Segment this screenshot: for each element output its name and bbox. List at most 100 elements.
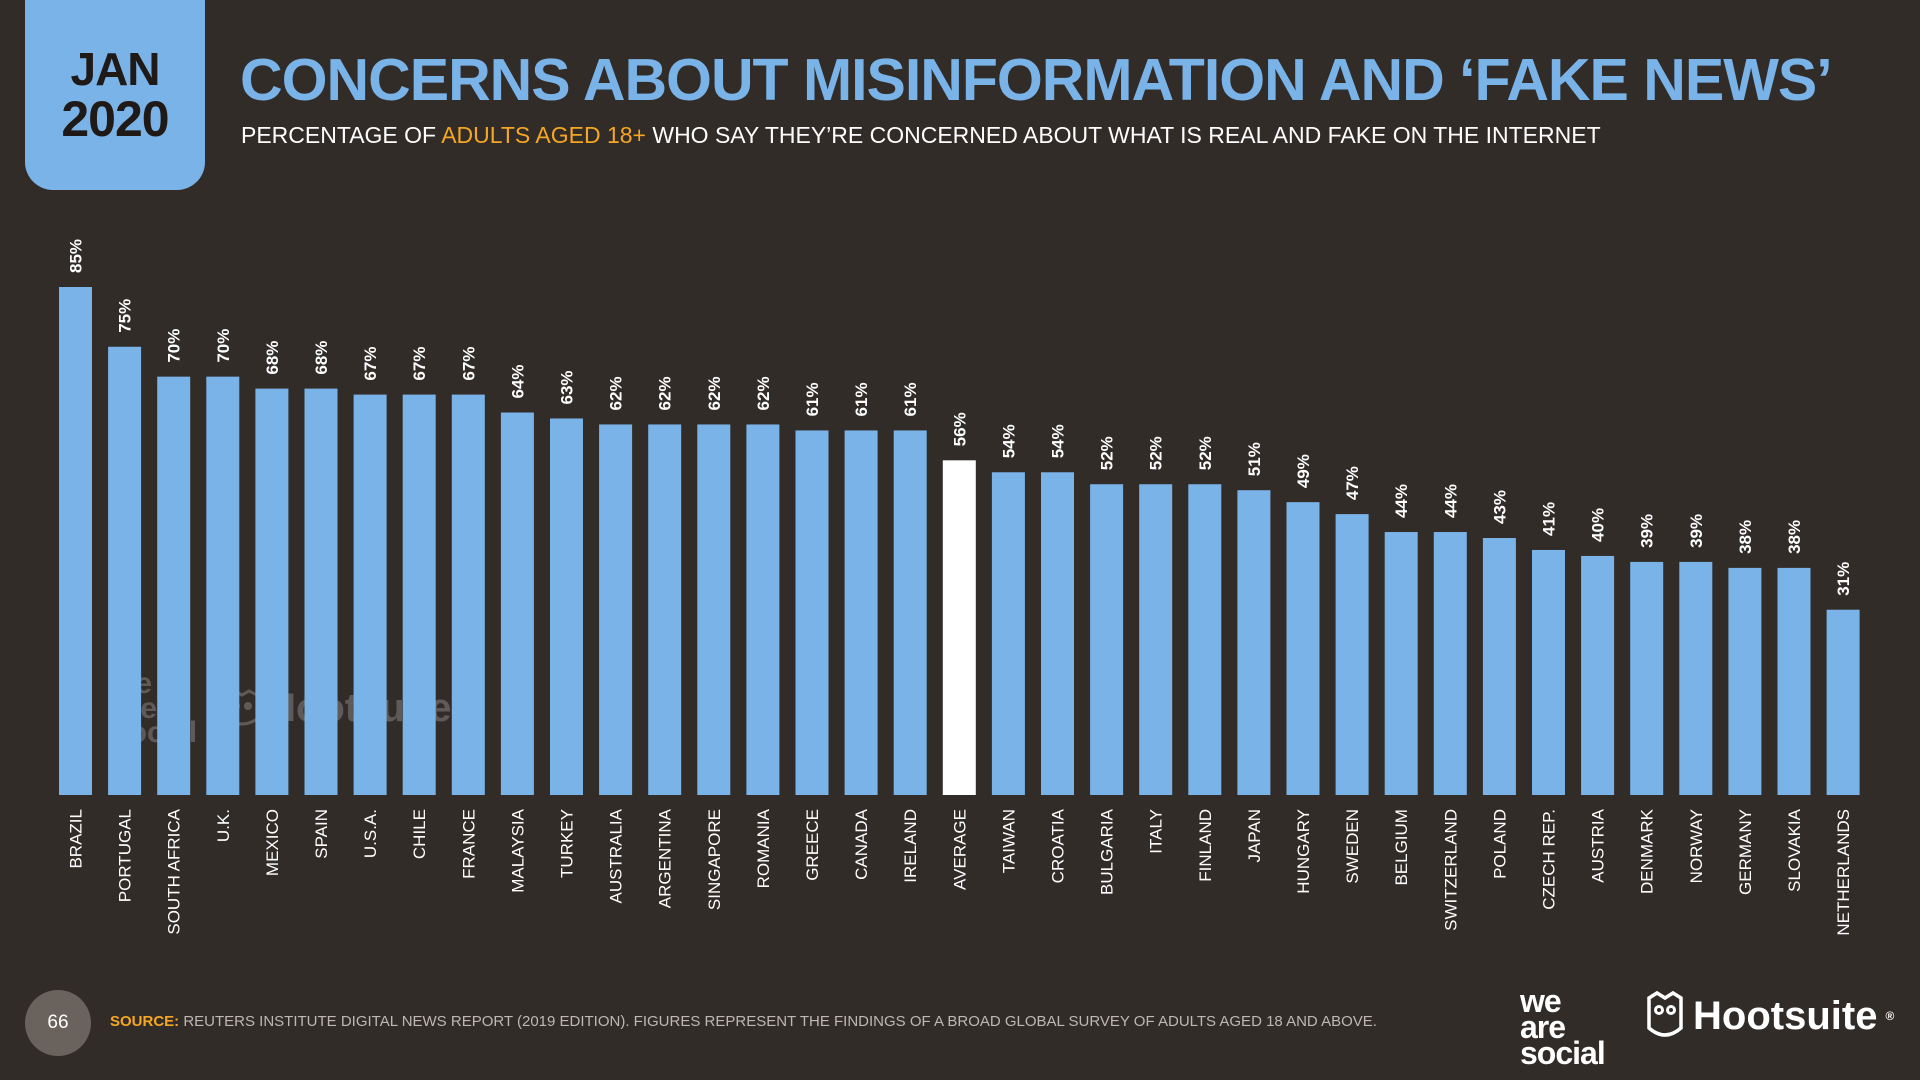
subtitle-highlight: ADULTS AGED 18+ <box>441 122 646 148</box>
category-tick-label: SLOVAKIA <box>1785 808 1804 891</box>
bar <box>893 430 927 795</box>
data-label: 52% <box>1147 436 1166 470</box>
data-label: 68% <box>263 341 282 375</box>
bar <box>1532 549 1565 795</box>
bar <box>206 376 240 795</box>
data-label: 64% <box>508 364 527 398</box>
bar <box>1630 561 1664 795</box>
data-label: 52% <box>1098 436 1117 470</box>
category-tick-label: HUNGARY <box>1294 809 1313 894</box>
bar <box>550 418 583 795</box>
bar <box>844 430 878 795</box>
bar <box>1482 538 1516 795</box>
category-tick-label: ITALY <box>1147 809 1166 854</box>
bar <box>1728 567 1762 795</box>
data-label: 39% <box>1687 514 1706 548</box>
bar <box>402 394 436 795</box>
data-label: 56% <box>950 412 969 446</box>
bar <box>599 424 633 795</box>
category-tick-label: AVERAGE <box>950 809 969 890</box>
bar <box>451 394 485 795</box>
category-tick-label: POLAND <box>1490 809 1509 879</box>
category-tick-label: TURKEY <box>558 809 577 878</box>
data-label: 62% <box>607 376 626 410</box>
data-label: 40% <box>1589 508 1608 542</box>
bar <box>1139 484 1173 795</box>
data-label: 70% <box>165 329 184 363</box>
data-label: 67% <box>410 347 429 381</box>
data-label: 75% <box>116 299 135 333</box>
bar <box>304 388 338 795</box>
category-tick-label: U.S.A. <box>361 809 380 858</box>
data-label: 62% <box>705 376 724 410</box>
logo-was-line: social <box>1520 1035 1606 1072</box>
data-label: 38% <box>1736 520 1755 554</box>
data-label: 49% <box>1294 454 1313 488</box>
category-tick-label: MEXICO <box>263 809 282 876</box>
bar <box>255 388 289 795</box>
data-label: 62% <box>754 376 773 410</box>
category-tick-label: DENMARK <box>1638 808 1657 894</box>
data-label: 44% <box>1441 484 1460 518</box>
category-tick-label: AUSTRALIA <box>607 808 626 903</box>
source-text: REUTERS INSTITUTE DIGITAL NEWS REPORT (2… <box>179 1013 1377 1030</box>
bar <box>1384 532 1418 795</box>
bar <box>108 346 142 795</box>
bar <box>648 424 682 795</box>
data-label: 61% <box>901 382 920 416</box>
category-tick-label: GREECE <box>803 809 822 881</box>
bar-chart: 85% BRAZIL 75% PORTUGAL 70% SOUTH AFRICA 70% U.… <box>59 239 1860 936</box>
source-note: SOURCE: REUTERS INSTITUTE DIGITAL NEWS R… <box>110 1013 1377 1030</box>
bar <box>1188 484 1222 795</box>
data-label: 68% <box>312 341 331 375</box>
category-tick-label: MALAYSIA <box>508 808 527 892</box>
owl-icon <box>1647 990 1683 1037</box>
bar <box>1433 532 1467 795</box>
data-label: 38% <box>1785 520 1804 554</box>
category-tick-label: NORWAY <box>1687 809 1706 883</box>
data-label: 63% <box>558 370 577 404</box>
data-label: 61% <box>803 382 822 416</box>
category-tick-label: BRAZIL <box>67 809 86 869</box>
hootsuite-logo: Hootsuite ® <box>1645 990 1894 1042</box>
bar <box>157 376 191 795</box>
category-tick-label: SWEDEN <box>1343 809 1362 884</box>
data-label: 47% <box>1343 466 1362 500</box>
bar <box>1679 561 1713 795</box>
data-label: 43% <box>1490 490 1509 524</box>
data-label: 70% <box>214 329 233 363</box>
category-tick-label: IRELAND <box>901 809 920 883</box>
data-label: 67% <box>459 347 478 381</box>
bar <box>746 424 780 795</box>
bar <box>991 472 1025 795</box>
bar <box>500 412 534 795</box>
data-label: 51% <box>1245 442 1264 476</box>
subtitle-suffix: WHO SAY THEY’RE CONCERNED ABOUT WHAT IS … <box>645 122 1601 148</box>
data-label: 67% <box>361 347 380 381</box>
bar <box>795 430 829 795</box>
bar <box>1090 484 1124 795</box>
bar <box>1335 514 1369 795</box>
bar <box>1237 490 1271 795</box>
category-tick-label: CHILE <box>410 809 429 859</box>
category-tick-label: PORTUGAL <box>116 809 135 902</box>
registered-mark: ® <box>1885 1009 1895 1023</box>
source-label: SOURCE: <box>110 1013 180 1030</box>
category-tick-label: U.K. <box>214 809 233 842</box>
page-title: CONCERNS ABOUT MISINFORMATION AND ‘FAKE … <box>240 47 1833 113</box>
data-label: 39% <box>1638 514 1657 548</box>
category-tick-label: SINGAPORE <box>705 809 724 910</box>
date-year: 2020 <box>61 90 169 147</box>
page-number: 66 <box>25 990 91 1056</box>
category-tick-label: FINLAND <box>1196 809 1215 882</box>
bar <box>697 424 731 795</box>
bar <box>1826 609 1860 795</box>
data-label: 54% <box>999 424 1018 458</box>
page-subtitle: PERCENTAGE OF ADULTS AGED 18+ WHO SAY TH… <box>241 122 1601 149</box>
date-badge: JAN 2020 <box>25 0 205 190</box>
data-label: 52% <box>1196 436 1215 470</box>
bar <box>353 394 387 795</box>
category-tick-label: JAPAN <box>1245 809 1264 863</box>
bar <box>1581 555 1615 795</box>
category-tick-label: SWITZERLAND <box>1441 809 1460 931</box>
